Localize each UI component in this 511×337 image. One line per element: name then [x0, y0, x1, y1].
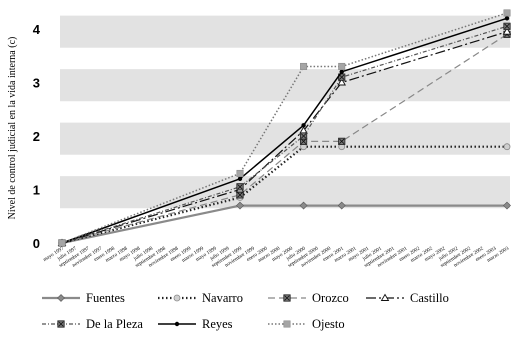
legend-label: Castillo [410, 291, 449, 305]
data-point [338, 62, 346, 70]
legend-item: De la Pleza [42, 317, 143, 331]
legend-marker [173, 294, 181, 302]
legend-label: Fuentes [86, 291, 125, 305]
grid-bands [60, 15, 510, 209]
data-point [337, 78, 346, 86]
legend-label: Orozco [312, 291, 349, 305]
legend-label: Ojesto [312, 317, 345, 331]
legend-item: Castillo [366, 291, 449, 305]
data-point [504, 16, 510, 21]
grid-band-3 [60, 69, 510, 102]
data-point [338, 137, 346, 145]
series-lines [57, 9, 511, 247]
data-point [503, 22, 511, 30]
data-point [299, 132, 308, 140]
legend-marker [283, 320, 291, 328]
legend-item: Orozco [268, 291, 349, 305]
legend-item: Fuentes [42, 291, 125, 305]
data-point [236, 183, 244, 191]
data-point [299, 201, 308, 210]
y-tick-label: 0 [33, 236, 40, 251]
legend-label: De la Pleza [86, 317, 143, 331]
data-point [301, 123, 306, 128]
data-point [337, 201, 346, 210]
data-point [58, 239, 66, 247]
grid-band-4 [60, 15, 510, 48]
grid-band-2 [60, 122, 510, 155]
y-tick-labels: 0 1 2 3 4 [33, 22, 41, 251]
data-point [237, 176, 243, 181]
y-tick-label: 2 [33, 129, 40, 144]
data-point [236, 169, 244, 177]
data-point [503, 9, 511, 17]
legend-marker [57, 294, 65, 302]
y-tick-label: 1 [33, 183, 40, 198]
legend-marker [380, 293, 390, 301]
legend-item: Ojesto [268, 317, 345, 331]
legend-marker [283, 294, 291, 302]
data-point [503, 143, 511, 151]
y-axis-label: Nivel de control judicial en la vida int… [7, 37, 18, 220]
legend-label: Navarro [202, 291, 243, 305]
grid-band-1 [60, 176, 510, 209]
legend-marker [174, 321, 180, 327]
data-point [236, 191, 244, 199]
legend-label: Reyes [202, 317, 233, 331]
y-tick-label: 3 [33, 76, 40, 91]
data-point [339, 69, 344, 75]
legend-item: Reyes [158, 317, 233, 331]
data-point [300, 62, 308, 70]
y-tick-label: 4 [33, 22, 41, 37]
series-0 [58, 201, 511, 247]
data-point [236, 201, 244, 210]
series-6 [58, 9, 511, 247]
series-line [61, 204, 507, 245]
legend: Fuentes Navarro Orozco Castillo De la Pleza R… [42, 291, 449, 331]
data-point [503, 201, 511, 210]
legend-marker [57, 320, 65, 328]
data-point [502, 27, 511, 35]
legend-item: Navarro [158, 291, 243, 305]
